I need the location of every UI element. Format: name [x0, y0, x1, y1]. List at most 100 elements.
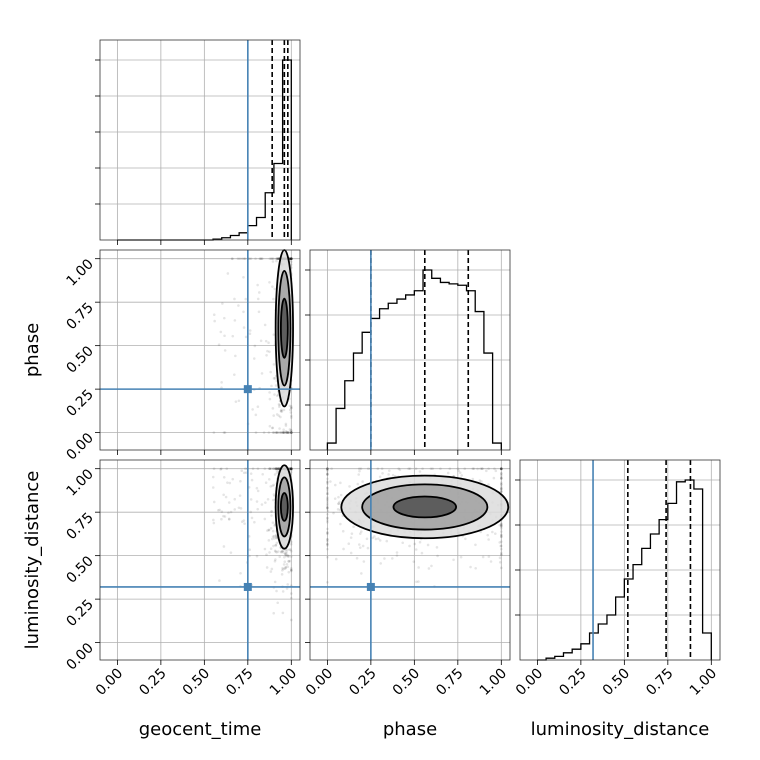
scatter-point [390, 557, 394, 560]
scatter-point [500, 523, 503, 527]
scatter-point [273, 549, 277, 553]
scatter-point [290, 257, 293, 260]
scatter-point [339, 522, 342, 526]
scatter-point [227, 517, 231, 521]
scatter-point [352, 525, 355, 529]
scatter-point [500, 530, 503, 533]
scatter-point [220, 467, 223, 470]
scatter-point [500, 524, 503, 527]
scatter-point [395, 551, 399, 554]
y-ticks [305, 269, 310, 406]
scatter-point [279, 415, 282, 419]
scatter-point [254, 257, 257, 260]
scatter-point [233, 319, 237, 322]
scatter-point [259, 257, 262, 260]
scatter-point [284, 551, 288, 555]
truth-marker [243, 582, 252, 591]
scatter-point [275, 257, 278, 260]
scatter-point [277, 467, 280, 470]
scatter-point [272, 363, 276, 366]
scatter-point [326, 467, 329, 470]
scatter-point [260, 257, 264, 260]
scatter-point [220, 510, 224, 513]
scatter-point [271, 260, 275, 263]
scatter-point [435, 546, 439, 549]
scatter-point [326, 480, 329, 483]
scatter-point [290, 467, 293, 470]
scatter-point [288, 559, 292, 563]
y-tick-label: 0.25 [63, 597, 96, 630]
panel-grid [310, 250, 510, 450]
scatter-point [276, 467, 280, 470]
scatter-point [290, 431, 293, 434]
scatter-point [280, 410, 284, 413]
scatter-point [358, 469, 361, 473]
scatter-point [272, 414, 276, 417]
scatter-point [231, 257, 234, 261]
scatter-point [249, 257, 253, 260]
scatter-point [268, 424, 272, 428]
scatter-point [254, 431, 258, 434]
scatter-point [274, 533, 278, 537]
scatter-point [333, 497, 337, 500]
scatter-point [374, 537, 378, 541]
x-tick-label: 0.75 [643, 666, 676, 699]
scatter-point [268, 281, 271, 284]
scatter-point [359, 532, 362, 535]
scatter-point [276, 257, 280, 260]
scatter-point [248, 554, 251, 558]
scatter-point [244, 335, 248, 339]
scatter-point [223, 334, 226, 338]
scatter-point [500, 535, 503, 539]
scatter-point [217, 343, 221, 347]
scatter-point [326, 498, 329, 502]
scatter-point [376, 467, 380, 470]
y-ticks [305, 468, 310, 644]
scatter-point [274, 384, 278, 387]
scatter-point [408, 467, 412, 470]
scatter-point [289, 467, 292, 470]
panel-frame [519, 459, 721, 661]
scatter-point [290, 257, 293, 260]
scatter-point [361, 544, 365, 548]
scatter-point [275, 471, 279, 475]
scatter-point [330, 467, 333, 470]
scatter-point [234, 400, 238, 403]
y-ticks [515, 479, 520, 616]
scatter-point [229, 510, 233, 514]
scatter-point [258, 257, 262, 260]
scatter-point [274, 558, 277, 561]
scatter-point [500, 534, 503, 537]
scatter-point [272, 377, 276, 380]
x-axis-label-luminosity-distance: luminosity_distance [531, 719, 710, 740]
scatter-point [289, 257, 293, 260]
scatter-point [289, 428, 293, 432]
scatter-point [290, 549, 293, 553]
scatter-point [500, 533, 503, 537]
scatter-point [233, 508, 237, 511]
scatter-point [221, 302, 224, 305]
scatter-point [290, 467, 293, 470]
panel-luminosity_distance-vs-phase: 0.00 0.25 0.50 0.75 1.00 [303, 459, 511, 699]
scatter-point [222, 431, 226, 434]
scatter-point [270, 384, 273, 388]
scatter-point [277, 431, 281, 434]
scatter-point [276, 257, 280, 260]
scatter-point [326, 486, 329, 490]
scatter-point [277, 402, 281, 406]
scatter-point [290, 257, 293, 260]
scatter-point [275, 467, 279, 470]
scatter-point [486, 533, 489, 537]
scatter-point [377, 537, 380, 540]
scatter-point [273, 524, 276, 527]
scatter-point [268, 350, 271, 354]
scatter-point [249, 472, 253, 475]
y-tick-label: 1.00 [63, 256, 96, 289]
scatter-point [286, 431, 290, 434]
scatter-point [500, 467, 503, 470]
scatter-point [255, 554, 259, 558]
scatter-point [282, 551, 285, 554]
scatter-point [500, 483, 503, 487]
scatter-point [230, 257, 234, 260]
scatter-point [391, 473, 395, 477]
